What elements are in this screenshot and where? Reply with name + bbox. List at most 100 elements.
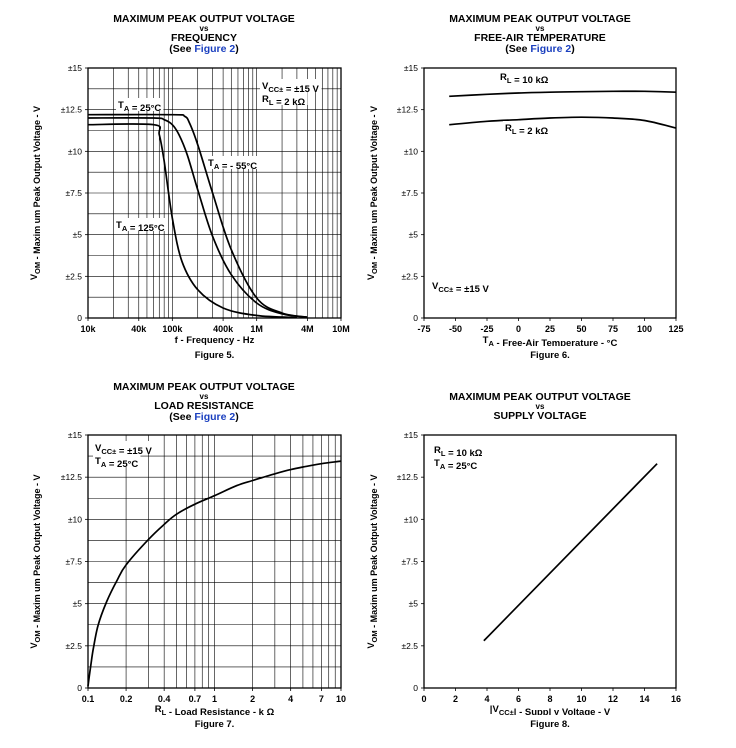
y-axis-title-text: VOM - Maxim um Peak Output Voltage - V [29, 475, 42, 649]
annotation-rl-10-k: RL = 10 kΩ [434, 445, 483, 459]
figure-2-link[interactable]: Figure 2 [530, 43, 572, 55]
x-tick-label: 100 [637, 324, 652, 334]
x-tick-label: 4 [484, 694, 489, 704]
plot-frame [423, 434, 677, 689]
x-tick-label: -75 [417, 324, 430, 334]
y-tick-label: ±12.5 [61, 105, 82, 115]
x-axis-title-svg: TA - Free-Air Temperature - °C [483, 335, 618, 349]
x-tick-label: -50 [449, 324, 462, 334]
figure-caption: Figure 5. [194, 350, 235, 361]
y-tick-label: ±12.5 [61, 472, 82, 482]
x-axis-title-svg: |VCC±| - Suppl y Voltage - V [490, 704, 611, 718]
annotation-ta-125-c: TA = 125°C [116, 220, 165, 234]
x-tick-label: 25 [545, 324, 555, 334]
annotation-rl-2-k: RL = 2 kΩ [262, 94, 306, 108]
title-vs: vs [199, 24, 209, 33]
x-tick-label: 0.7 [189, 694, 202, 704]
x-tick-label: 10 [336, 694, 346, 704]
x-tick-label: 0 [516, 324, 521, 334]
x-axis-title-text: TA - Free-Air Temperature - °C [483, 335, 618, 346]
annotations: TA = 25°C TA = - 55°C TA = 125°C VCC± = ±15… [114, 79, 322, 234]
annotation-bg [432, 443, 485, 456]
series-line-ta-55-c [87, 113, 308, 319]
x-tick-label: 40k [131, 324, 147, 334]
series-line-rl-10-k [449, 90, 677, 98]
x-tick-label: -25 [480, 324, 493, 334]
x-tick-label: 4 [288, 694, 293, 704]
y-tick-label: 0 [413, 313, 418, 323]
x-tick-label: 400k [213, 324, 234, 334]
y-axis-title-text: VOM - Maxim um Peak Output Voltage - V [366, 475, 379, 649]
y-tick-label: ±15 [404, 63, 418, 73]
y-tick-label: ±15 [404, 430, 418, 440]
annotation-ta-25-c: TA = 25°C [434, 458, 477, 472]
y-tick-label: ±12.5 [397, 472, 418, 482]
x-tick-label: 4M [301, 324, 314, 334]
x-tick-label: 12 [608, 694, 618, 704]
annotations: RL = 10 kΩ RL = 2 kΩ VCC± = ±15 V [430, 70, 551, 295]
annotation-rl-2-k: RL = 2 kΩ [505, 123, 549, 137]
grid [87, 434, 341, 689]
x-axis-title-svg: RL - Load Resistance - k Ω [155, 704, 275, 718]
annotation-bg [498, 70, 551, 83]
x-tick-label: 14 [639, 694, 649, 704]
x-tick-label: 1 [212, 694, 217, 704]
title-line-3: FREE-AIR TEMPERATURE [474, 32, 606, 44]
annotation-bg [93, 441, 155, 454]
y-tick-label: ±10 [68, 514, 82, 524]
annotations: VCC± = ±15 VTA = 25°C [93, 441, 155, 470]
annotation-bg [206, 156, 260, 169]
annotation-ta-25-c: TA = 25°C [95, 456, 138, 470]
chart-title: MAXIMUM PEAK OUTPUT VOLTAGE vs FREQUENCY (S… [44, 14, 364, 55]
chart-fig8: 0 ±2.5 ±5 ±7.5 ±10 ±12.5 ±15 0 2 4 6 8 10 12 14 16 RL = … [397, 430, 681, 704]
annotation-bg [114, 218, 167, 231]
figure-2-link[interactable]: Figure 2 [194, 43, 236, 55]
y-tick-label: ±2.5 [66, 641, 83, 651]
y-tick-label: ±10 [404, 146, 418, 156]
y-tick-label: ±5 [73, 599, 83, 609]
y-tick-label: ±2.5 [402, 641, 419, 651]
see-figure-note: (See Figure 2) [169, 411, 239, 423]
x-tick-label: 0.1 [82, 694, 95, 704]
series-group [87, 113, 308, 319]
x-axis-title-text: RL - Load Resistance - k Ω [155, 704, 275, 715]
x-tick-label: 50 [576, 324, 586, 334]
x-axis-title-svg: f - Frequency - Hz [175, 335, 255, 346]
annotation-bg [432, 456, 480, 469]
y-tick-label: ±15 [68, 63, 82, 73]
x-tick-label: 125 [668, 324, 683, 334]
title-line-1: MAXIMUM PEAK OUTPUT VOLTAGE [113, 13, 295, 25]
x-tick-label: 2 [250, 694, 255, 704]
title-line-1: MAXIMUM PEAK OUTPUT VOLTAGE [113, 381, 295, 393]
y-tick-label: ±7.5 [402, 557, 419, 567]
x-tick-label: 10 [576, 694, 586, 704]
y-tick-label: ±12.5 [397, 105, 418, 115]
annotation-bg [260, 79, 322, 92]
y-tick-label: ±5 [73, 230, 83, 240]
annotation-vcc-15-v: VCC± = ±15 V [432, 281, 490, 295]
figure-2-link[interactable]: Figure 2 [194, 411, 236, 423]
x-tick-label: 0 [421, 694, 426, 704]
x-axis-title: f - Frequency - Hz [88, 332, 341, 349]
y-tick-label: ±5 [409, 230, 419, 240]
x-axis-title-text: f - Frequency - Hz [175, 335, 255, 346]
figure-caption: Figure 7. [194, 719, 235, 730]
y-tick-label: ±10 [68, 146, 82, 156]
x-tick-label: 16 [671, 694, 681, 704]
x-tick-label: 2 [453, 694, 458, 704]
y-tick-label: 0 [77, 313, 82, 323]
y-tick-label: ±2.5 [402, 271, 419, 281]
x-axis-title: |VCC±| - Suppl y Voltage - V [424, 701, 676, 718]
annotation-bg [93, 454, 141, 467]
series-line-rl-2-k [449, 116, 677, 129]
y-tick-label: ±7.5 [66, 557, 83, 567]
y-tick-label: ±5 [409, 599, 419, 609]
title-line-3: LOAD RESISTANCE [154, 400, 254, 412]
title-line-3: SUPPLY VOLTAGE [493, 410, 587, 422]
title-line-1: MAXIMUM PEAK OUTPUT VOLTAGE [449, 391, 631, 403]
y-axis-title-text: VOM - Maxim um Peak Output Voltage - V [29, 106, 42, 280]
x-axis-title: RL - Load Resistance - k Ω [88, 701, 341, 718]
series-line-vom [87, 460, 342, 687]
figure-caption: Figure 6. [530, 350, 570, 361]
